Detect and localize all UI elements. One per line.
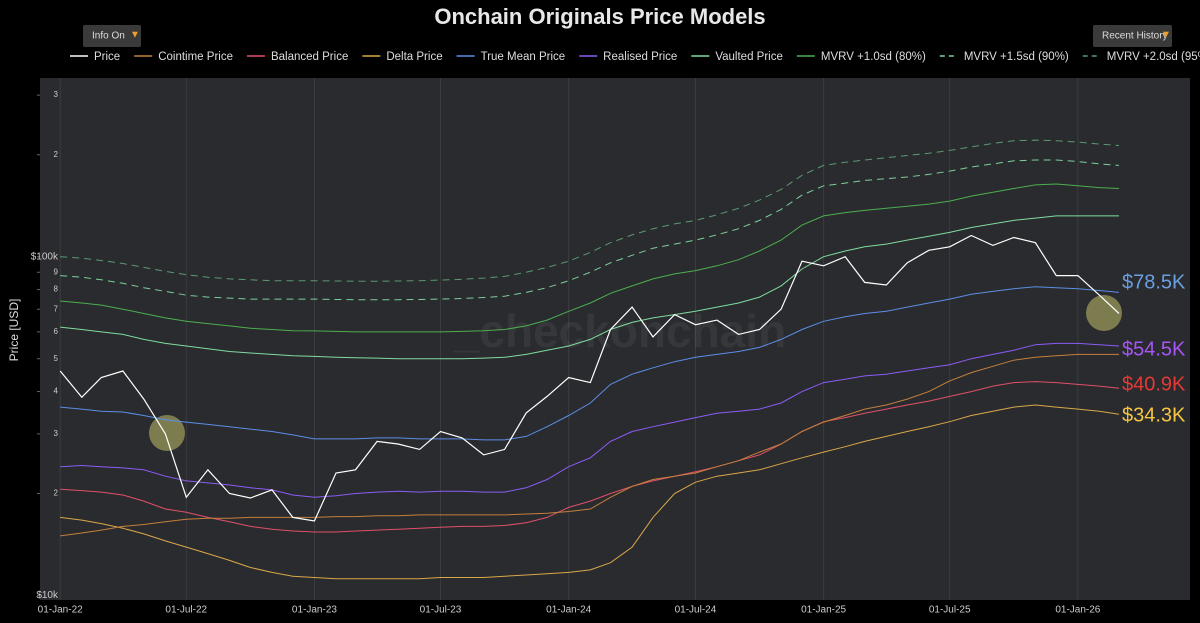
annotation: $34.3K	[1122, 404, 1186, 426]
lines	[59, 139, 1120, 580]
y-tick-label: 6	[54, 327, 59, 336]
plot-area	[40, 78, 1190, 600]
legend: Price Cointime Price Balanced Price Delta P…	[70, 51, 1200, 63]
legend-label: Delta Price	[386, 51, 442, 63]
series-line	[60, 159, 1120, 301]
y-tick-label: 8	[54, 285, 59, 294]
x-tick-label: 01-Jan-24	[546, 605, 591, 616]
button-icon[interactable]: ▼	[130, 30, 140, 41]
y-tick-label: $100k	[31, 251, 59, 262]
legend-label: True Mean Price	[481, 51, 566, 63]
series-line	[59, 234, 1120, 522]
legend-item: Delta Price	[362, 51, 443, 63]
y-tick-label: 2	[54, 150, 59, 159]
button-box[interactable]	[83, 25, 141, 47]
series-line	[60, 353, 1119, 537]
button-icon[interactable]: ▼	[1161, 30, 1171, 41]
legend-item: Balanced Price	[246, 51, 348, 63]
y-tick-label: 3	[54, 429, 59, 438]
y-tick-label: 5	[54, 354, 59, 363]
legend-item: True Mean Price	[456, 51, 566, 63]
series-line	[60, 381, 1120, 533]
highlight	[149, 415, 185, 451]
watermark: _checkonchain	[453, 305, 786, 357]
legend-label: Balanced Price	[271, 51, 348, 63]
legend-label: Cointime Price	[158, 51, 233, 63]
legend-item: Vaulted Price	[691, 51, 783, 63]
button[interactable]: Info On ▼	[83, 25, 141, 47]
x-tick-label: 01-Jan-23	[292, 605, 337, 616]
button-box[interactable]	[1093, 25, 1172, 47]
y-tick-label: 7	[54, 304, 59, 313]
series-line	[60, 286, 1120, 441]
x-tick-label: 01-Jan-25	[801, 605, 846, 616]
chart-title: Onchain Originals Price Models	[434, 4, 765, 29]
x-tick-label: 01-Jan-26	[1055, 605, 1100, 616]
y-tick-label: 9	[54, 267, 59, 276]
x-tick-label: 01-Jan-22	[38, 605, 83, 616]
y-tick-label: 4	[54, 387, 59, 396]
button-label[interactable]: Recent History	[1102, 31, 1168, 42]
x-tick-label: 01-Jul-24	[675, 605, 717, 616]
y-tick-label: 3	[54, 90, 59, 99]
annotation: $40.9K	[1122, 373, 1186, 395]
legend-item: MVRV +2.0sd (95%)	[1082, 51, 1200, 63]
series-line	[60, 183, 1120, 333]
legend-label: Realised Price	[603, 51, 677, 63]
legend-item: Cointime Price	[134, 51, 233, 63]
y-tick-label: 2	[54, 489, 59, 498]
legend-label: MVRV +2.0sd (95%)	[1107, 51, 1200, 63]
grid	[59, 78, 1079, 600]
y-axis-title: Price [USD]	[7, 299, 21, 362]
series-line	[60, 215, 1119, 360]
series-line	[60, 342, 1120, 498]
legend-item: MVRV +1.0sd (80%)	[796, 51, 926, 63]
highlight	[1086, 295, 1122, 331]
legend-item: Price	[70, 51, 120, 63]
series-line	[60, 404, 1120, 580]
legend-label: Vaulted Price	[715, 51, 783, 63]
annotation: $54.5K	[1122, 338, 1186, 360]
legend-item: Realised Price	[579, 51, 677, 63]
y-tick-label: $10k	[36, 590, 59, 601]
x-tick-label: 01-Jul-23	[420, 605, 462, 616]
button-label[interactable]: Info On	[92, 31, 125, 42]
x-tick-label: 01-Jul-22	[165, 605, 207, 616]
button[interactable]: Recent History ▼	[1093, 25, 1172, 47]
x-tick-label: 01-Jul-25	[929, 605, 971, 616]
legend-label: Price	[94, 51, 120, 63]
legend-item: MVRV +1.5sd (90%)	[939, 51, 1069, 63]
legend-label: MVRV +1.5sd (90%)	[964, 51, 1069, 63]
labels: 01-Jan-22 01-Jul-22 01-Jan-23 01-Jul-23 01-J…	[31, 90, 1186, 615]
annotation: $78.5K	[1122, 271, 1186, 293]
series-line	[60, 139, 1120, 282]
legend-label: MVRV +1.0sd (80%)	[821, 51, 926, 63]
